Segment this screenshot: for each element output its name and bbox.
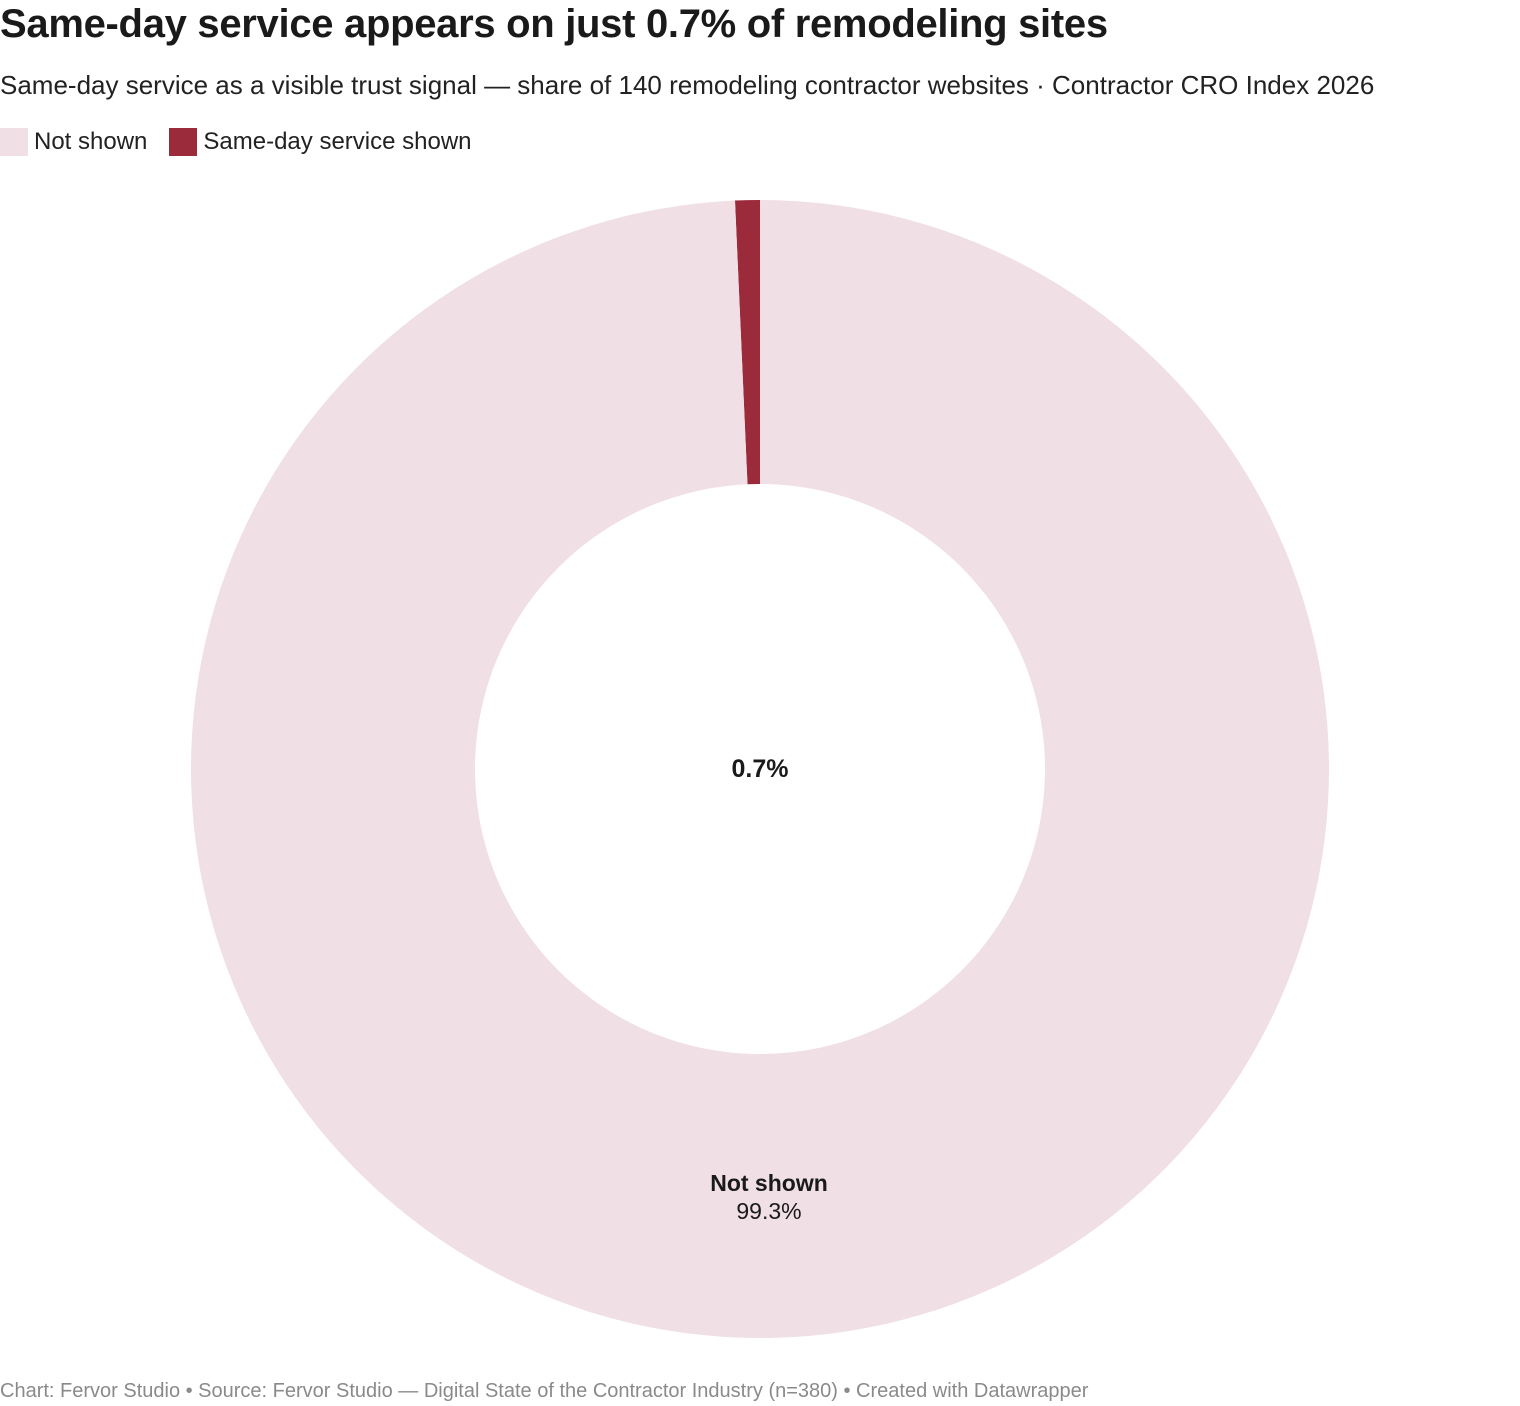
legend-swatch-not-shown [0,128,28,156]
legend-item-not-shown: Not shown [0,128,147,156]
center-value-label: 0.7% [732,755,789,783]
legend-item-same-day: Same-day service shown [169,128,472,156]
legend: Not shown Same-day service shown [0,127,494,157]
legend-label-not-shown: Not shown [34,128,148,155]
slice-value-not-shown: 99.3% [736,1198,801,1224]
donut-slice-same-day-service-shown [734,200,760,485]
chart-subtitle: Same-day service as a visible trust sign… [0,70,1375,100]
slice-label-not-shown: Not shown [710,1170,828,1196]
footer-credit: Chart: Fervor Studio • Source: Fervor St… [0,1380,1089,1402]
legend-label-same-day: Same-day service shown [203,128,472,155]
chart-title: Same-day service appears on just 0.7% of… [0,2,1108,46]
legend-swatch-same-day [169,128,198,156]
donut-slice-not-shown [190,200,1329,1338]
donut-slices [190,200,1329,1338]
